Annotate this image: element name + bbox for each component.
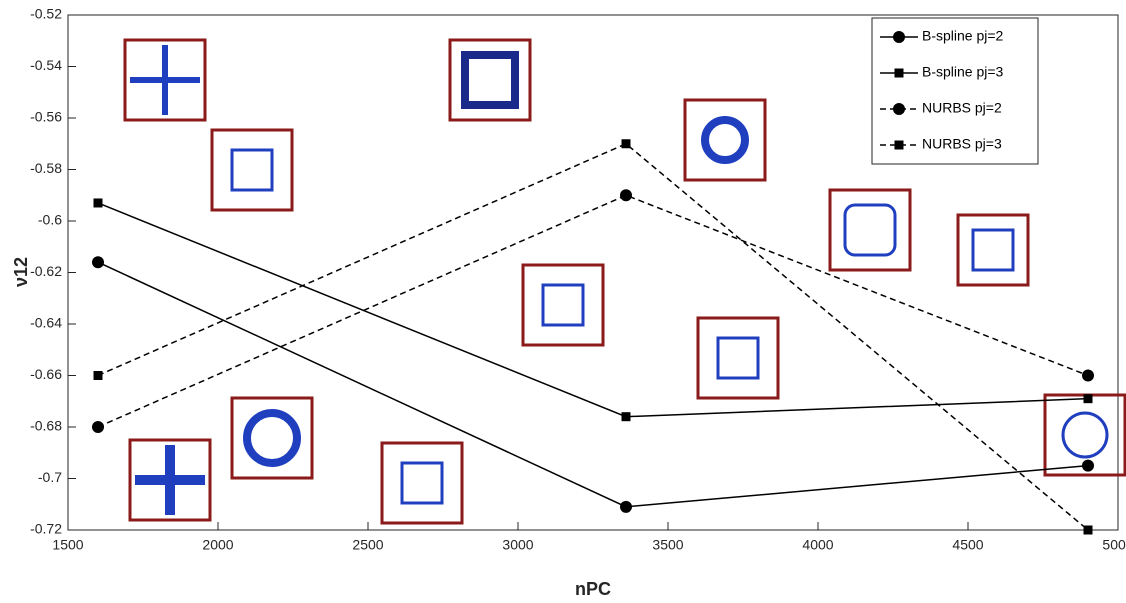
legend-label: B-spline pj=2 bbox=[922, 28, 1004, 44]
point bbox=[1083, 525, 1093, 535]
point bbox=[92, 256, 104, 269]
x-tick-label: 2500 bbox=[352, 537, 383, 553]
y-tick-label: -0.56 bbox=[30, 109, 62, 125]
legend-marker bbox=[893, 103, 905, 115]
legend-label: B-spline pj=3 bbox=[922, 64, 1004, 80]
y-tick-label: -0.72 bbox=[30, 521, 62, 537]
microstructure-insets bbox=[123, 38, 1126, 525]
x-tick-label: 4000 bbox=[802, 537, 833, 553]
series-line bbox=[97, 142, 1089, 531]
x-tick-label: 5000 bbox=[1102, 537, 1126, 553]
legend-marker bbox=[894, 140, 904, 150]
y-tick-label: -0.7 bbox=[38, 469, 62, 485]
y-tick-label: -0.6 bbox=[38, 212, 62, 228]
legend-label: NURBS pj=2 bbox=[922, 100, 1002, 116]
point bbox=[1083, 394, 1093, 404]
x-tick-label: 4500 bbox=[952, 537, 983, 553]
y-tick-label: -0.68 bbox=[30, 418, 62, 434]
point bbox=[93, 371, 103, 380]
y-tick-label: -0.64 bbox=[30, 315, 62, 331]
point bbox=[621, 139, 631, 149]
y-tick-label: -0.58 bbox=[30, 160, 62, 176]
y-axis-label: ν12 bbox=[11, 257, 31, 287]
legend-marker bbox=[894, 68, 904, 78]
point bbox=[621, 412, 631, 422]
x-tick-label: 3000 bbox=[502, 537, 533, 553]
legend-marker bbox=[893, 31, 905, 43]
x-tick-label: 2000 bbox=[202, 537, 233, 553]
y-tick-label: -0.52 bbox=[30, 6, 62, 22]
point bbox=[93, 198, 103, 208]
x-axis-label: nPC bbox=[575, 579, 611, 599]
x-tick-label: 3500 bbox=[652, 537, 683, 553]
x-tick-label: 1500 bbox=[52, 537, 83, 553]
y-tick-label: -0.54 bbox=[30, 57, 62, 73]
legend: B-spline pj=2 B-spline pj=3 NURBS pj=2 NURB… bbox=[871, 17, 1039, 165]
y-tick-label: -0.62 bbox=[30, 263, 62, 279]
point bbox=[1082, 459, 1094, 472]
legend-label: NURBS pj=3 bbox=[922, 136, 1002, 152]
point bbox=[620, 500, 632, 513]
series-line bbox=[97, 194, 1089, 428]
point bbox=[620, 189, 632, 202]
point bbox=[1082, 369, 1094, 382]
point bbox=[92, 421, 104, 433]
y-tick-label: -0.66 bbox=[30, 366, 62, 382]
